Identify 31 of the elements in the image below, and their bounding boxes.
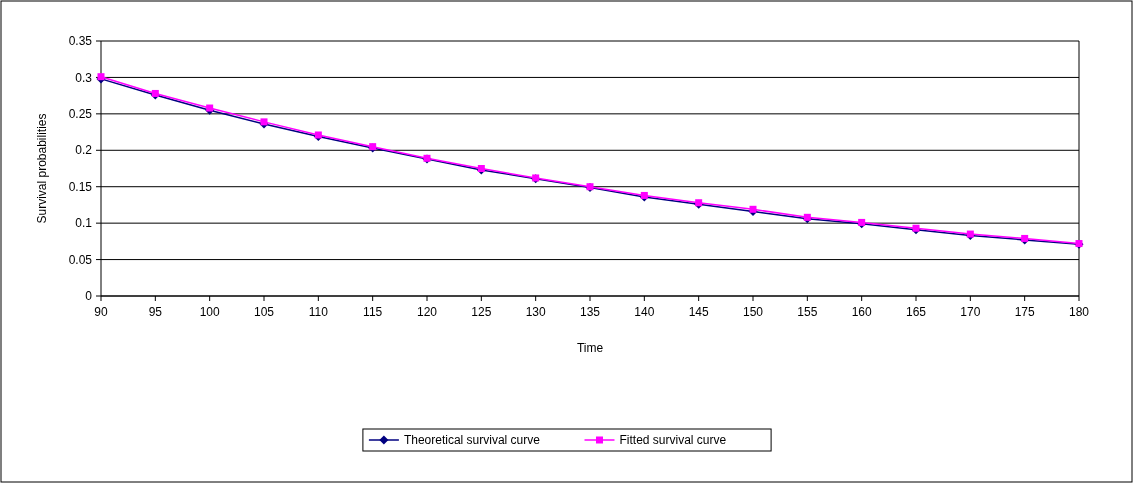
y-tick-label: 0.25 [68, 107, 93, 122]
x-tick-label: 90 [94, 305, 108, 319]
y-tick-label: 0.3 [75, 70, 93, 85]
x-tick-label: 100 [199, 305, 220, 319]
legend-label: Theoretical survival curve [403, 433, 541, 448]
x-tick-label: 115 [363, 305, 383, 319]
y-tick-label: 0.15 [68, 179, 93, 194]
x-tick-label: 130 [525, 305, 546, 319]
x-tick-label: 170 [960, 305, 981, 319]
x-tick-label: 165 [905, 305, 927, 319]
x-tick-label: 120 [416, 305, 438, 319]
y-tick-label: 0.35 [68, 34, 93, 49]
x-tick-label: 110 [308, 305, 329, 319]
y-tick-label: 0 [85, 289, 93, 304]
x-axis-title: Time [576, 341, 604, 355]
x-tick-label: 105 [253, 305, 275, 319]
y-tick-label: 0.1 [75, 216, 93, 231]
x-tick-label: 175 [1014, 305, 1035, 319]
x-tick-label: 125 [471, 305, 492, 319]
legend-label: Fitted survival curve [619, 433, 727, 448]
y-tick-label: 0.2 [75, 143, 93, 158]
x-tick-label: 155 [797, 305, 818, 319]
x-tick-label: 145 [688, 305, 709, 319]
y-tick-label: 0.05 [68, 252, 93, 267]
x-tick-label: 95 [148, 305, 163, 319]
x-tick-label: 160 [851, 305, 872, 319]
x-tick-label: 150 [742, 305, 764, 319]
x-tick-label: 180 [1068, 305, 1090, 319]
x-tick-label: 135 [579, 305, 601, 319]
x-tick-label: 140 [634, 305, 655, 319]
y-axis-title: Survival probabilities [35, 113, 49, 224]
